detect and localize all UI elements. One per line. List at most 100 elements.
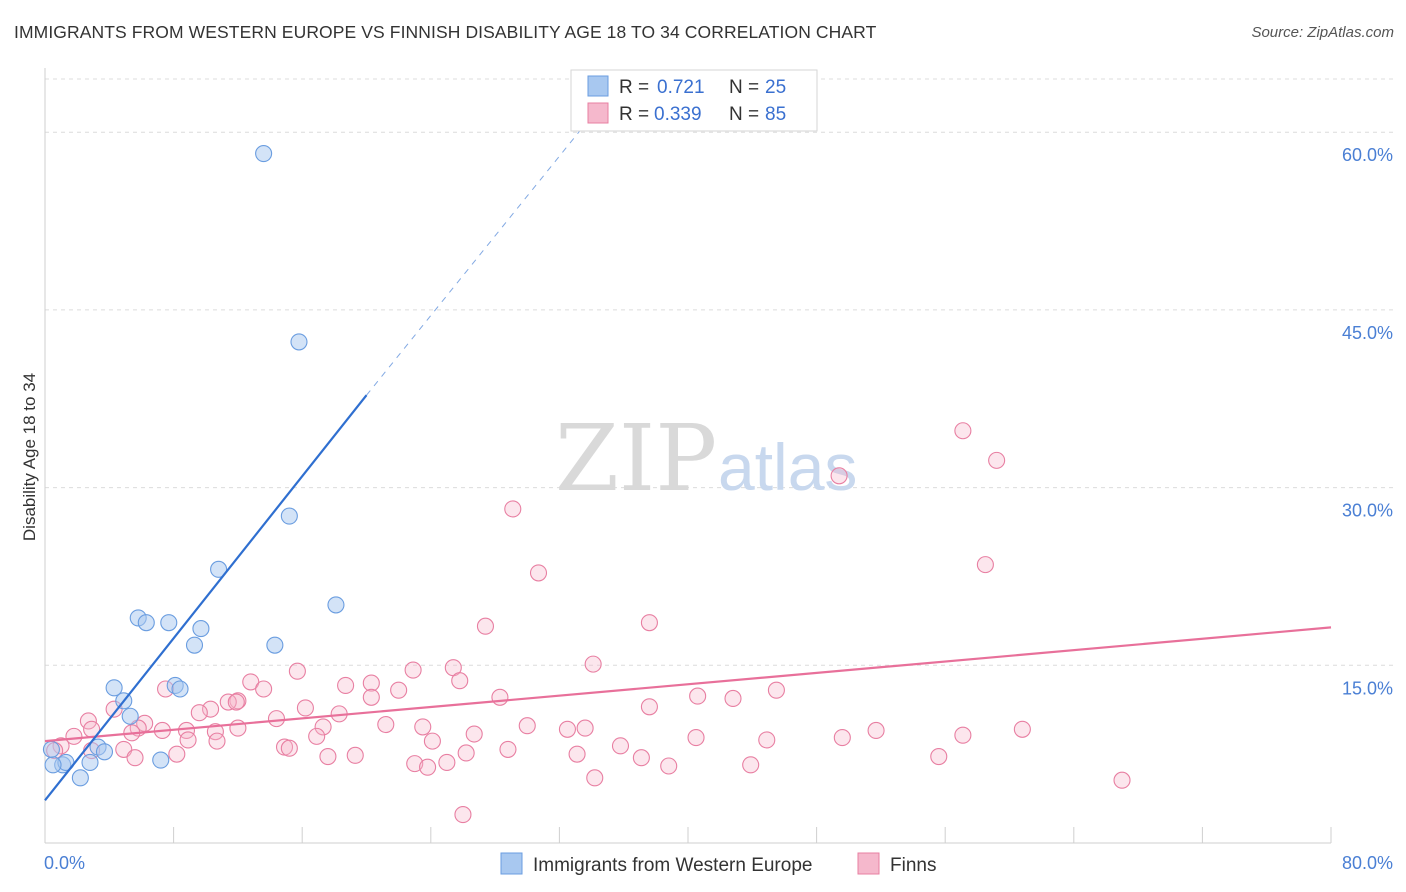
finns-point-6 — [640, 614, 658, 632]
finns-point-29 — [362, 688, 380, 706]
western-europe-point-17 — [95, 743, 114, 761]
western-europe-point-9 — [185, 636, 204, 654]
western-europe-point-22 — [44, 756, 62, 774]
legend-r-label-pink: R = — [619, 104, 649, 125]
stats-legend: R = 0.721 N = 25 R = 0.339 N = 85 — [570, 69, 818, 132]
finns-point-11 — [288, 662, 306, 680]
western-europe-point-1 — [290, 333, 308, 351]
western-europe-point-19 — [81, 753, 99, 771]
finns-point-3 — [976, 556, 994, 574]
finns-point-14 — [362, 674, 380, 692]
legend-r-value-blue: 0.721 — [657, 77, 705, 98]
grid-lines — [45, 78, 1395, 666]
finns-point-54 — [208, 732, 226, 750]
western-europe-point-8 — [192, 620, 210, 638]
bottom-legend-label-western-europe: Immigrants from Western Europe — [533, 855, 812, 876]
finns-point-76 — [419, 758, 437, 776]
finns-point-35 — [377, 715, 395, 734]
finns-point-67 — [346, 746, 364, 764]
finns-point-44 — [414, 718, 432, 736]
finns-point-5 — [529, 564, 548, 582]
western-europe-point-13 — [171, 680, 189, 698]
tick-labels: 15.0% 30.0% 45.0% 60.0% 0.0% 80.0% — [44, 145, 1393, 873]
finns-point-10 — [404, 661, 422, 679]
western-europe-point-6 — [137, 614, 155, 632]
finns-point-48 — [1013, 720, 1031, 738]
bottom-legend-swatch-pink — [857, 852, 880, 875]
series-finns — [46, 422, 1131, 824]
finns-point-46 — [558, 720, 576, 738]
western-europe-trend-line — [44, 394, 368, 802]
finns-point-13 — [242, 673, 260, 691]
western-europe-point-24 — [71, 769, 89, 787]
y-tick-label-2: 45.0% — [1342, 323, 1393, 343]
finns-point-17 — [767, 681, 785, 699]
finns-point-23 — [724, 689, 742, 708]
finns-point-65 — [280, 739, 298, 757]
western-europe-point-3 — [327, 596, 345, 614]
finns-point-79 — [660, 757, 678, 775]
finns-point-56 — [465, 725, 483, 743]
finns-point-8 — [584, 655, 602, 673]
x-tick-label-0: 0.0% — [44, 853, 85, 873]
finns-point-80 — [742, 756, 760, 774]
legend-r-label-blue: R = — [619, 77, 649, 98]
finns-point-66 — [319, 747, 337, 766]
legend-n-label-blue: N = — [729, 77, 759, 98]
finns-point-84 — [454, 806, 472, 824]
legend-r-value-pink: 0.339 — [654, 104, 702, 125]
finns-point-82 — [586, 769, 604, 787]
western-europe-trend-extension — [366, 125, 584, 396]
finns-point-78 — [632, 749, 650, 767]
bottom-legend-label-finns: Finns — [890, 855, 936, 876]
trend-lines — [44, 125, 1332, 802]
finns-point-70 — [499, 740, 517, 758]
series-western-europe — [42, 145, 345, 787]
finns-point-20 — [390, 681, 408, 699]
western-europe-point-4 — [210, 560, 228, 578]
y-tick-label-3: 60.0% — [1342, 145, 1393, 165]
finns-point-36 — [576, 719, 594, 737]
finns-point-26 — [227, 693, 245, 711]
y-tick-label-0: 15.0% — [1342, 678, 1393, 698]
legend-n-value-blue: 25 — [765, 77, 786, 98]
y-axis-label: Disability Age 18 to 34 — [20, 373, 39, 541]
finns-point-68 — [423, 732, 441, 750]
finns-point-81 — [930, 747, 948, 766]
western-europe-point-10 — [266, 636, 284, 654]
source-credit: Source: ZipAtlas.com — [1251, 24, 1394, 41]
finns-point-1 — [988, 451, 1006, 469]
x-tick-label-1: 80.0% — [1342, 853, 1393, 873]
finns-point-43 — [314, 718, 332, 736]
series-legend: Immigrants from Western Europe Finns — [500, 852, 936, 876]
finns-point-74 — [954, 726, 972, 744]
western-europe-point-23 — [42, 740, 60, 758]
chart-title: IMMIGRANTS FROM WESTERN EUROPE VS FINNIS… — [14, 22, 877, 42]
finns-point-12 — [451, 672, 469, 690]
western-europe-point-11 — [105, 679, 123, 697]
finns-point-58 — [833, 729, 851, 747]
western-europe-point-2 — [280, 507, 298, 525]
finns-point-71 — [568, 745, 586, 763]
western-europe-point-18 — [152, 751, 170, 769]
finns-point-50 — [65, 727, 83, 745]
finns-point-22 — [689, 687, 707, 705]
watermark-atlas: atlas — [718, 430, 857, 504]
western-europe-point-0 — [255, 145, 273, 163]
legend-swatch-blue — [587, 75, 609, 97]
western-europe-point-15 — [121, 707, 139, 725]
finns-point-25 — [202, 700, 220, 718]
finns-point-16 — [255, 680, 273, 698]
finns-point-27 — [296, 699, 314, 717]
finns-point-47 — [867, 721, 885, 740]
legend-n-label-pink: N = — [729, 104, 759, 125]
finns-point-15 — [337, 676, 355, 694]
finns-point-4 — [504, 500, 522, 518]
finns-point-69 — [457, 744, 475, 762]
finns-point-2 — [830, 467, 848, 485]
y-tick-label-1: 30.0% — [1342, 501, 1393, 521]
finns-point-31 — [267, 710, 286, 728]
finns-point-7 — [476, 617, 495, 635]
finns-point-0 — [954, 422, 972, 440]
